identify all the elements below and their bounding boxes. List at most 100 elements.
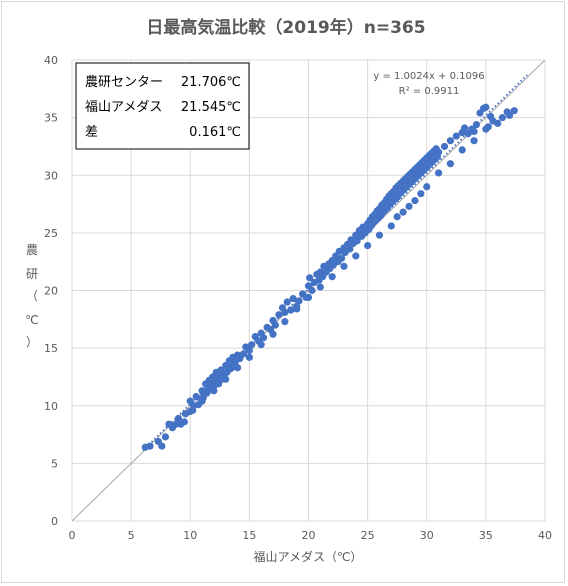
data-point bbox=[375, 231, 384, 239]
y-axis-title-char: 農 bbox=[26, 243, 38, 257]
y-tick-label: 20 bbox=[44, 285, 58, 298]
data-point bbox=[198, 397, 206, 405]
data-point bbox=[295, 297, 303, 305]
data-point bbox=[174, 414, 183, 423]
y-axis-title-char: ） bbox=[26, 335, 38, 349]
data-point bbox=[352, 252, 360, 260]
data-point bbox=[387, 222, 395, 230]
data-point bbox=[494, 119, 502, 127]
data-point bbox=[210, 387, 218, 395]
data-point bbox=[452, 132, 460, 140]
y-tick-label: 30 bbox=[44, 169, 58, 182]
data-point bbox=[257, 341, 265, 349]
data-point bbox=[498, 114, 507, 122]
trendline-equation: y = 1.0024x + 0.1096 bbox=[373, 71, 484, 82]
data-point bbox=[259, 334, 268, 342]
stats-box: 農研センター 21.706℃ 福山アメダス 21.545℃ 差 0.161℃ bbox=[75, 62, 250, 150]
data-point bbox=[446, 160, 454, 168]
x-tick-labels: 0 5 10 15 20 25 30 35 40 bbox=[69, 529, 553, 542]
y-axis-title: 農研 （ ℃ ） bbox=[25, 243, 38, 349]
data-point bbox=[316, 283, 324, 291]
data-point bbox=[434, 148, 443, 156]
stats-label: 農研センター bbox=[85, 75, 163, 90]
data-point bbox=[269, 330, 277, 338]
data-point bbox=[289, 294, 297, 303]
data-point bbox=[411, 197, 419, 205]
trendline bbox=[142, 74, 528, 452]
data-point bbox=[239, 350, 248, 358]
y-tick-label: 0 bbox=[51, 515, 58, 528]
stats-value: 21.545℃ bbox=[181, 100, 241, 115]
chart-title: 日最高気温比較（2019年）n=365 bbox=[146, 17, 425, 38]
data-point bbox=[283, 298, 291, 306]
stats-value: 21.706℃ bbox=[181, 75, 241, 90]
trendline-layer bbox=[142, 74, 528, 452]
x-tick-label: 10 bbox=[183, 529, 197, 542]
trendline-r-squared: R² = 0.9911 bbox=[399, 86, 460, 97]
data-point bbox=[417, 190, 425, 198]
data-point bbox=[472, 120, 481, 129]
data-point bbox=[460, 124, 469, 132]
y-tick-label: 25 bbox=[44, 227, 58, 240]
stats-label: 福山アメダス bbox=[85, 100, 162, 115]
y-tick-label: 40 bbox=[44, 54, 58, 67]
data-point bbox=[423, 183, 431, 191]
data-point bbox=[306, 274, 314, 282]
data-point bbox=[304, 293, 313, 302]
stats-label: 差 bbox=[85, 125, 98, 140]
data-point bbox=[245, 346, 253, 355]
y-tick-label: 35 bbox=[44, 112, 58, 125]
data-point bbox=[470, 137, 478, 145]
x-tick-label: 20 bbox=[302, 529, 316, 542]
data-point bbox=[233, 364, 242, 372]
data-point bbox=[393, 213, 401, 221]
y-tick-label: 5 bbox=[51, 457, 58, 470]
x-tick-label: 0 bbox=[69, 529, 76, 542]
stats-box-border bbox=[75, 62, 250, 150]
x-axis-title: 福山アメダス（℃） bbox=[254, 549, 363, 564]
y-axis-title-char: ℃ bbox=[25, 313, 38, 327]
y-axis-title-char: （ bbox=[26, 289, 38, 303]
data-point bbox=[440, 142, 449, 151]
data-point bbox=[222, 375, 230, 383]
y-tick-labels: 0 5 10 15 20 25 30 35 40 bbox=[44, 54, 58, 528]
stats-value: 0.161℃ bbox=[189, 125, 241, 140]
data-point bbox=[470, 127, 478, 136]
x-tick-label: 35 bbox=[479, 529, 493, 542]
data-point bbox=[446, 137, 454, 145]
data-point bbox=[186, 407, 194, 416]
data-point bbox=[180, 418, 188, 426]
data-point bbox=[328, 273, 336, 281]
data-point bbox=[158, 442, 166, 450]
data-point bbox=[308, 286, 316, 295]
data-point bbox=[338, 254, 346, 262]
data-point bbox=[505, 111, 514, 119]
data-point bbox=[146, 442, 154, 450]
data-point bbox=[482, 125, 490, 133]
data-point bbox=[281, 318, 289, 326]
x-tick-label: 30 bbox=[420, 529, 434, 542]
data-point bbox=[287, 306, 295, 314]
y-axis-title-char: 研 bbox=[26, 267, 38, 281]
data-point bbox=[271, 321, 279, 329]
data-point bbox=[482, 103, 490, 111]
x-tick-label: 25 bbox=[361, 529, 375, 542]
data-point bbox=[399, 208, 407, 216]
x-tick-label: 40 bbox=[538, 529, 552, 542]
data-point bbox=[405, 202, 413, 210]
data-point bbox=[340, 262, 348, 270]
data-point bbox=[364, 241, 372, 250]
data-point bbox=[293, 305, 301, 313]
data-point bbox=[458, 146, 466, 154]
x-tick-label: 15 bbox=[242, 529, 256, 542]
data-point bbox=[434, 169, 443, 177]
data-point bbox=[161, 433, 170, 441]
y-tick-label: 15 bbox=[44, 342, 58, 355]
y-tick-label: 10 bbox=[44, 400, 58, 413]
data-points bbox=[141, 103, 518, 451]
data-point bbox=[245, 353, 253, 361]
data-point bbox=[510, 107, 518, 115]
x-tick-label: 5 bbox=[128, 529, 135, 542]
